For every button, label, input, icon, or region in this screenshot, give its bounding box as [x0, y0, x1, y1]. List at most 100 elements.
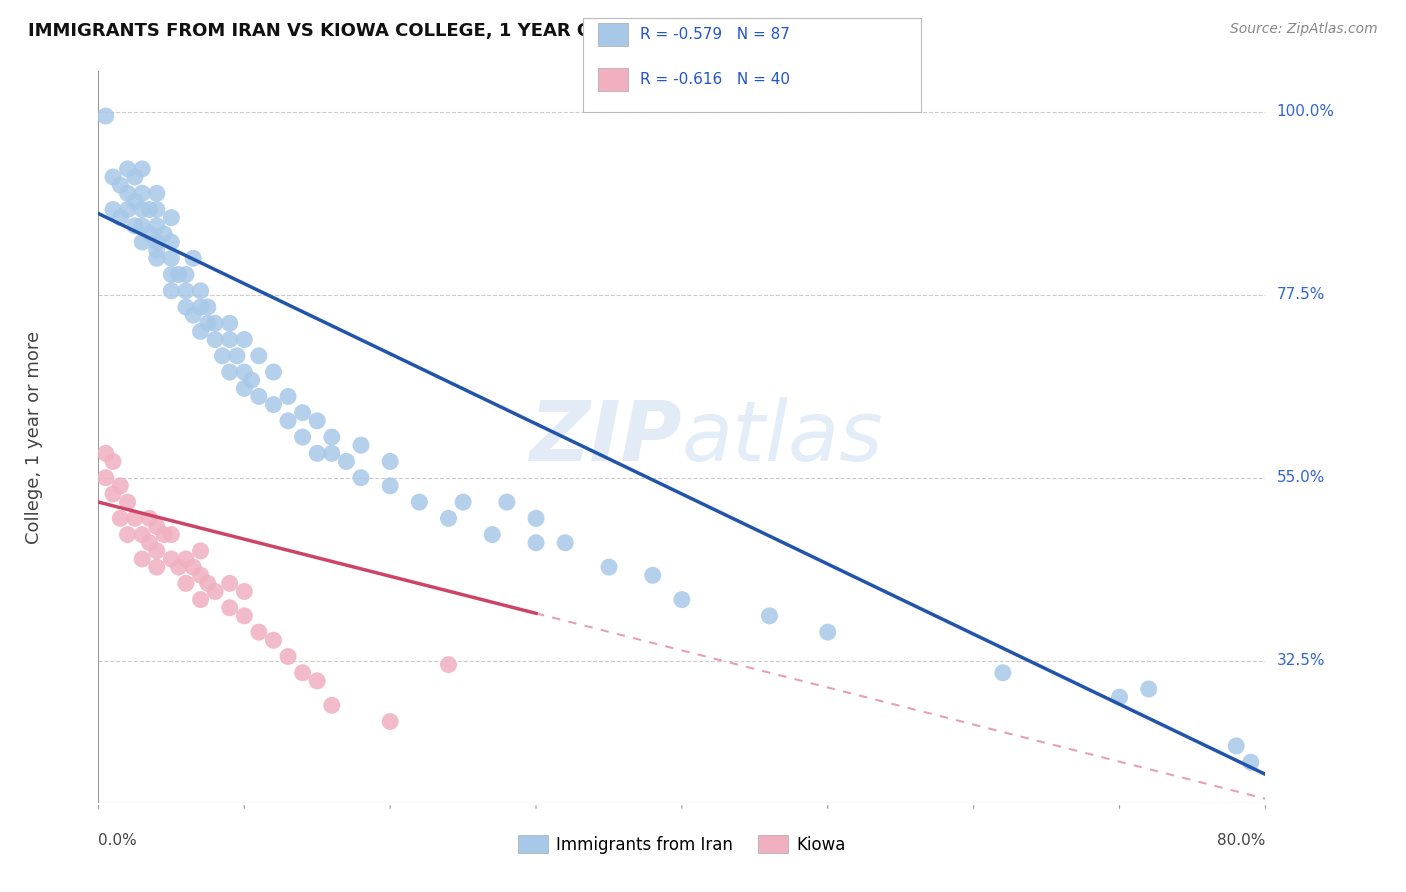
Point — [160, 211, 183, 225]
Point — [146, 560, 169, 574]
Point — [146, 519, 169, 533]
Text: 80.0%: 80.0% — [1218, 833, 1265, 848]
Text: Source: ZipAtlas.com: Source: ZipAtlas.com — [1230, 22, 1378, 37]
Point — [218, 600, 240, 615]
Point — [277, 414, 299, 428]
Point — [321, 446, 343, 460]
Point — [218, 365, 240, 379]
Point — [117, 527, 139, 541]
Point — [131, 186, 153, 201]
Point — [160, 552, 183, 566]
Point — [671, 592, 693, 607]
Point — [598, 560, 620, 574]
Point — [160, 527, 183, 541]
Point — [408, 495, 430, 509]
Point — [437, 511, 460, 525]
Point — [160, 268, 183, 282]
Point — [554, 535, 576, 549]
Point — [321, 430, 343, 444]
Point — [262, 398, 284, 412]
Point — [117, 161, 139, 176]
Point — [117, 202, 139, 217]
Point — [218, 316, 240, 330]
Point — [262, 633, 284, 648]
Point — [190, 284, 212, 298]
Point — [110, 211, 132, 225]
Point — [307, 673, 329, 688]
Point — [131, 202, 153, 217]
Point — [101, 487, 124, 501]
Point — [138, 202, 160, 217]
Point — [197, 316, 219, 330]
Point — [335, 454, 357, 468]
Point — [233, 608, 256, 623]
Point — [94, 471, 117, 485]
Point — [160, 284, 183, 298]
Point — [496, 495, 519, 509]
Point — [174, 268, 197, 282]
Point — [240, 373, 263, 387]
Point — [131, 527, 153, 541]
Point — [641, 568, 664, 582]
Point — [190, 592, 212, 607]
Point — [197, 300, 219, 314]
Point — [181, 560, 204, 574]
Point — [247, 389, 270, 403]
Point — [167, 268, 190, 282]
Point — [117, 495, 139, 509]
Point — [437, 657, 460, 672]
Point — [146, 544, 169, 558]
Point — [204, 584, 226, 599]
Point — [197, 576, 219, 591]
Text: ZIP: ZIP — [529, 397, 682, 477]
Point — [94, 446, 117, 460]
Point — [131, 552, 153, 566]
Point — [101, 169, 124, 184]
Point — [124, 169, 146, 184]
Point — [174, 576, 197, 591]
Point — [226, 349, 249, 363]
Point — [291, 430, 314, 444]
Point — [262, 365, 284, 379]
Point — [1240, 755, 1263, 769]
Point — [233, 381, 256, 395]
Point — [481, 527, 503, 541]
Point — [146, 219, 169, 233]
Text: R = -0.579   N = 87: R = -0.579 N = 87 — [640, 28, 790, 42]
Point — [124, 511, 146, 525]
Point — [524, 511, 547, 525]
Point — [307, 446, 329, 460]
Point — [218, 333, 240, 347]
Point — [524, 535, 547, 549]
Point — [153, 227, 176, 241]
Point — [350, 471, 373, 485]
Point — [131, 219, 153, 233]
Text: College, 1 year or more: College, 1 year or more — [25, 331, 44, 543]
Point — [124, 194, 146, 209]
Point — [190, 544, 212, 558]
Point — [380, 714, 402, 729]
Point — [190, 568, 212, 582]
Point — [451, 495, 474, 509]
Point — [380, 479, 402, 493]
Point — [167, 560, 190, 574]
Point — [247, 349, 270, 363]
Point — [124, 219, 146, 233]
Point — [146, 186, 169, 201]
Text: IMMIGRANTS FROM IRAN VS KIOWA COLLEGE, 1 YEAR OR MORE CORRELATION CHART: IMMIGRANTS FROM IRAN VS KIOWA COLLEGE, 1… — [28, 22, 893, 40]
Point — [160, 235, 183, 249]
Point — [131, 161, 153, 176]
Point — [233, 333, 256, 347]
Text: 77.5%: 77.5% — [1277, 287, 1324, 302]
Point — [211, 349, 233, 363]
Point — [160, 252, 183, 266]
Point — [138, 511, 160, 525]
Point — [146, 252, 169, 266]
Point — [291, 665, 314, 680]
Text: 100.0%: 100.0% — [1277, 104, 1334, 120]
Point — [380, 454, 402, 468]
Text: atlas: atlas — [682, 397, 883, 477]
Text: R = -0.616   N = 40: R = -0.616 N = 40 — [640, 72, 790, 87]
Point — [1137, 681, 1160, 696]
Point — [110, 511, 132, 525]
